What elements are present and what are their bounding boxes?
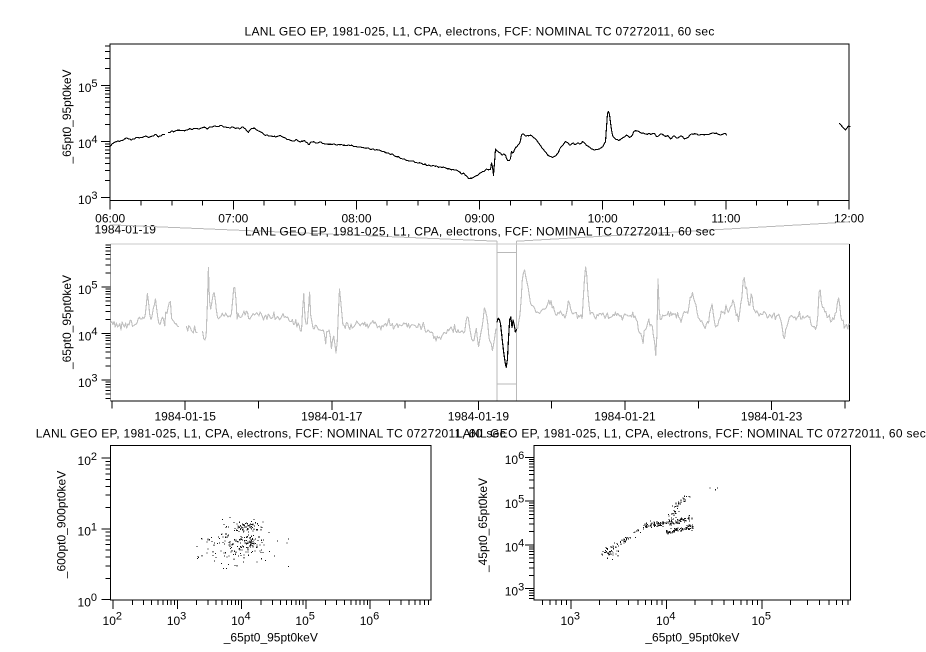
- svg-text:1984-01-19: 1984-01-19: [95, 223, 157, 237]
- svg-text:_600pt0_900pt0keV: _600pt0_900pt0keV: [55, 471, 69, 579]
- svg-text:08:00: 08:00: [341, 211, 371, 225]
- svg-text:_65pt0_95pt0keV: _65pt0_95pt0keV: [644, 630, 739, 644]
- svg-text:_45pt0_65pt0keV: _45pt0_65pt0keV: [476, 478, 490, 573]
- svg-text:1984-01-19: 1984-01-19: [448, 409, 510, 423]
- svg-text:09:00: 09:00: [465, 211, 495, 225]
- svg-text:1984-01-17: 1984-01-17: [301, 409, 363, 423]
- svg-text:LANL GEO EP, 1981-025, L1, CPA: LANL GEO EP, 1981-025, L1, CPA, electron…: [244, 24, 714, 38]
- svg-text:10:00: 10:00: [588, 211, 618, 225]
- svg-text:07:00: 07:00: [218, 211, 248, 225]
- svg-text:1984-01-15: 1984-01-15: [155, 409, 217, 423]
- svg-text:1984-01-21: 1984-01-21: [594, 409, 656, 423]
- svg-text:_65pt0_95pt0keV: _65pt0_95pt0keV: [60, 275, 74, 370]
- svg-text:11:00: 11:00: [711, 211, 740, 225]
- svg-text:_65pt0_95pt0keV: _65pt0_95pt0keV: [223, 630, 318, 644]
- svg-text:12:00: 12:00: [834, 211, 864, 225]
- svg-text:LANL GEO EP, 1981-025, L1, CPA: LANL GEO EP, 1981-025, L1, CPA, electron…: [456, 426, 926, 440]
- svg-text:06:00: 06:00: [95, 211, 125, 225]
- svg-text:_65pt0_95pt0keV: _65pt0_95pt0keV: [60, 69, 74, 164]
- svg-text:LANL GEO EP, 1981-025, L1, CPA: LANL GEO EP, 1981-025, L1, CPA, electron…: [245, 225, 715, 239]
- svg-text:LANL GEO EP, 1981-025, L1, CPA: LANL GEO EP, 1981-025, L1, CPA, electron…: [36, 426, 506, 440]
- svg-text:1984-01-23: 1984-01-23: [741, 409, 803, 423]
